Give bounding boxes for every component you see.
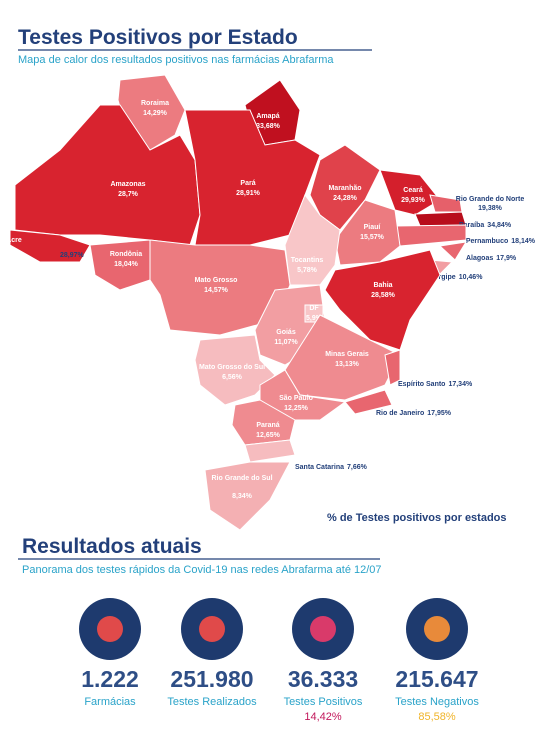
state-value: 18,14% [511,238,536,245]
stat-value: 215.647 [395,666,478,692]
stat-value: 1.222 [81,666,139,692]
state-name: Maranhão [328,185,361,192]
state-value: 17,34% [448,381,473,388]
state [379,169,441,216]
state [309,144,381,231]
stat-share: 85,58% [418,711,456,723]
state [324,249,441,351]
state-value: 5,9% [306,315,323,322]
state [244,439,296,463]
stat-share: 14,42% [304,711,342,723]
state-value: 15,57% [360,234,385,241]
state-name: Paraíba [459,222,484,229]
state-name: Acre [6,237,22,244]
state-value: 28,7% [118,191,139,198]
state-value: 14,57% [204,287,229,294]
title: Testes Positivos por Estado [18,26,298,49]
state-name: Rondônia [110,251,142,258]
results-title: Resultados atuais [22,535,202,558]
state-name: Roraima [141,100,169,107]
state-value: 12,25% [284,405,309,412]
stats: 1.222 Farmácias 251.980 Testes Realizados 36… [79,598,479,723]
state-name: Mato Grosso do Sul [199,364,265,371]
state-value: 29,93% [401,197,426,204]
state-value: 33,68% [256,123,281,130]
state-name: Rio Grande do Norte [456,196,525,203]
state-name: Pará [240,180,255,187]
stat-value: 251.980 [170,666,253,692]
stat-label: Testes Negativos [395,696,479,708]
state [9,229,91,263]
state-name: DF [309,305,319,312]
state [438,241,467,261]
state-value: 7,66% [347,464,368,471]
stat-icon-detail [199,616,225,642]
state-name: Bahia [373,282,392,289]
state-value: 18,04% [114,261,139,268]
state [384,349,401,386]
state-name: Goiás [276,329,296,336]
map: Roraima 14,29% Amapá 33,68% Amazonas 28,7% Acr… [6,74,536,531]
state-name: Ceará [403,187,423,194]
state-value: 12,65% [256,432,281,439]
state [89,239,151,291]
state-value: 24,28% [333,195,358,202]
subtitle: Mapa de calor dos resultados positivos n… [18,54,334,66]
state-value: 6,56% [222,374,243,381]
state-name: Espírito Santo [398,381,445,388]
stat-label: Testes Positivos [284,696,363,708]
stat-icon-detail [424,616,450,642]
state [204,461,291,531]
stat-label: Farmácias [84,696,136,708]
state-value: 11,07% [274,339,298,346]
state [284,193,341,286]
state-name: Pernambuco [466,238,508,245]
state-name: Rio Grande do Sul [211,475,272,482]
state-name: Mato Grosso [195,277,238,284]
state-name: Santa Catarina [295,464,344,471]
state-value: 19,38% [478,205,503,212]
state-value: 34,84% [487,222,512,229]
map-caption: % de Testes positivos por estados [327,512,507,524]
state-value: 13,13% [335,361,360,368]
state-name: São Paulo [279,395,313,402]
state-name: Alagoas [466,255,493,262]
state [394,224,467,247]
state-name: Tocantins [291,257,324,264]
state-name: Amapá [256,113,279,120]
state-value: 17,95% [427,410,452,417]
state-value: 5,78% [297,267,318,274]
stat-icon-detail [310,616,336,642]
state-name: Paraná [256,422,279,429]
state-value: 10,46% [459,274,484,281]
state-value: 8,34% [232,493,253,500]
state-value: 17,9% [496,255,517,262]
results-subtitle: Panorama dos testes rápidos da Covid-19 … [22,564,382,576]
state-name: Rio de Janeiro [376,410,424,417]
state-name: Sergipe [430,274,456,281]
state-value: 28,91% [236,190,261,197]
stat-value: 36.333 [288,666,358,692]
state-name: Amazonas [110,181,145,188]
state-value: 28,97% [60,252,85,259]
stat-label: Testes Realizados [167,696,257,708]
state-name: Piauí [364,224,382,231]
stat-icon-detail [97,616,123,642]
state [194,334,276,406]
state-value: 14,29% [143,110,168,117]
state-value: 28,58% [371,292,396,299]
state-name: Minas Gerais [325,351,369,358]
state [344,389,393,415]
